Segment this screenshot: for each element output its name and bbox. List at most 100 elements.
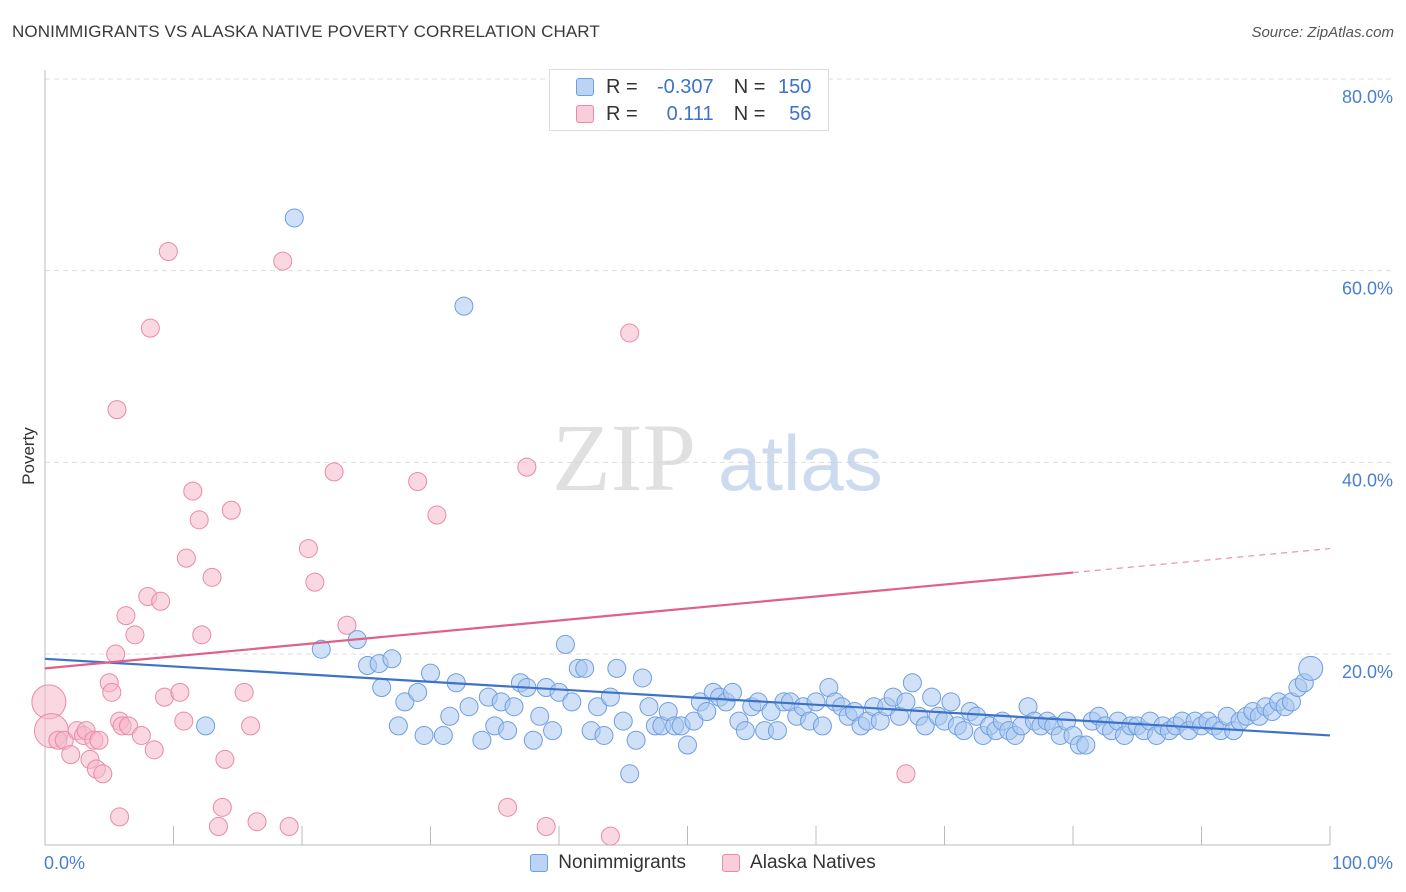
alaska-natives-point <box>93 764 113 784</box>
alaska-natives-point <box>221 500 241 520</box>
legend-row-nonimmigrants: R = -0.307 N = 150 <box>550 74 811 100</box>
y-tick-label: 60.0% <box>1342 279 1393 299</box>
alaska-natives-point <box>110 807 130 827</box>
nonimmigrants-point <box>684 711 704 731</box>
legend-row-alaska-natives: R = 0.111 N = 56 <box>550 101 811 127</box>
nonimmigrants-point <box>575 658 595 678</box>
chart-source: Source: ZipAtlas.com <box>1251 24 1394 41</box>
nonimmigrants-point <box>600 687 620 707</box>
nonimmigrants-point <box>588 697 608 717</box>
nonimmigrants-point <box>626 730 646 750</box>
nonimmigrants-point <box>504 697 524 717</box>
nonimmigrants-point <box>1298 655 1324 681</box>
y-tick-label: 40.0% <box>1342 470 1393 490</box>
alaska-natives-point <box>170 682 190 702</box>
alaska-natives-point <box>144 740 164 760</box>
series-legend-label: Nonimmigrants <box>558 852 687 873</box>
nonimmigrants-point <box>543 721 563 741</box>
alaska-natives-point <box>298 539 318 559</box>
legend-n-label: N = <box>733 102 766 125</box>
nonimmigrants-point <box>523 730 543 750</box>
x-tick-label: 100.0% <box>1332 853 1393 873</box>
nonimmigrants-point <box>311 639 331 659</box>
nonimmigrants-point <box>433 725 453 745</box>
alaska-natives-point <box>192 625 212 645</box>
correlation-legend: R = -0.307 N = 150 R = 0.111 N = 56 <box>549 69 829 131</box>
series-swatch-pink <box>722 854 741 872</box>
alaska-natives-point <box>107 400 127 420</box>
legend-r-value: 0.111 <box>666 102 714 125</box>
nonimmigrants-point <box>922 687 942 707</box>
nonimmigrants-point <box>555 634 575 654</box>
legend-swatch-pink <box>576 105 594 123</box>
alaska-natives-point <box>183 481 203 501</box>
legend-swatch-blue <box>576 78 594 96</box>
alaska-natives-point <box>119 716 139 736</box>
alaska-natives-point <box>427 505 447 525</box>
nonimmigrants-point <box>967 706 987 726</box>
alaska-natives-point <box>189 510 209 530</box>
alaska-natives-point <box>158 242 178 261</box>
y-axis-label: Poverty <box>19 427 38 485</box>
nonimmigrants-point <box>196 716 216 736</box>
nonimmigrants-point <box>812 716 832 736</box>
alaska-natives-point <box>536 817 556 836</box>
alaska-natives-trend-extension <box>1072 547 1331 574</box>
series-swatch-blue <box>530 854 549 872</box>
watermark-atlas: atlas <box>718 419 883 507</box>
legend-n-value: 56 <box>789 102 812 125</box>
alaska-natives-point <box>517 457 537 477</box>
alaska-natives-point <box>174 711 194 731</box>
alaska-natives-point <box>337 615 357 635</box>
series-legend-label: Alaska Natives <box>750 852 876 873</box>
alaska-natives-point <box>498 797 518 817</box>
alaska-natives-point <box>61 745 81 765</box>
nonimmigrants-point <box>767 721 787 741</box>
alaska-natives-point <box>131 725 151 745</box>
nonimmigrants-point <box>549 682 569 702</box>
nonimmigrants-point <box>1076 735 1096 755</box>
nonimmigrants-point <box>459 697 479 717</box>
nonimmigrants-point <box>896 692 916 712</box>
alaska-natives-points <box>31 242 916 846</box>
legend-n-label: N = <box>733 75 766 98</box>
nonimmigrants-point <box>421 663 440 683</box>
alaska-natives-point <box>202 567 222 587</box>
nonimmigrants-point <box>372 678 392 698</box>
nonimmigrants-point <box>395 692 415 712</box>
nonimmigrants-point <box>594 725 614 745</box>
nonimmigrants-point <box>620 764 640 784</box>
alaska-natives-point <box>273 251 293 271</box>
alaska-natives-point <box>247 812 267 832</box>
trend-lines <box>44 547 1331 737</box>
nonimmigrants-point <box>633 668 653 688</box>
alaska-natives-trend-line <box>44 571 1074 670</box>
legend-n-value: 150 <box>778 75 812 98</box>
alaska-natives-point <box>408 472 428 491</box>
nonimmigrants-point <box>722 682 742 702</box>
legend-r-label: R = <box>606 75 638 98</box>
legend-r-label: R = <box>606 102 638 125</box>
grid-lines <box>45 78 1395 655</box>
series-legend: Nonimmigrants Alaska Natives <box>0 852 1406 874</box>
axes <box>44 70 1331 846</box>
alaska-natives-point <box>600 826 620 846</box>
x-tick-label: 0.0% <box>44 853 85 873</box>
nonimmigrants-point <box>414 725 434 745</box>
nonimmigrants-point <box>607 658 627 678</box>
nonimmigrants-point <box>498 721 518 741</box>
alaska-natives-point <box>89 730 109 750</box>
alaska-natives-point <box>176 548 196 568</box>
alaska-natives-point <box>241 716 261 736</box>
alaska-natives-point <box>620 323 640 343</box>
nonimmigrants-point <box>639 697 659 717</box>
nonimmigrants-point <box>388 716 408 736</box>
nonimmigrants-trend-line <box>44 657 1331 737</box>
alaska-natives-point <box>116 606 136 626</box>
nonimmigrants-point <box>613 711 633 731</box>
y-tick-label: 80.0% <box>1342 87 1393 107</box>
y-tick-label: 20.0% <box>1342 662 1393 682</box>
alaska-natives-point <box>151 591 171 611</box>
chart-title: NONIMMIGRANTS VS ALASKA NATIVE POVERTY C… <box>12 22 600 41</box>
